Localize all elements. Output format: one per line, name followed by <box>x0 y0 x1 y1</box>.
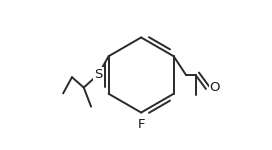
Text: S: S <box>94 68 103 81</box>
Text: O: O <box>210 81 220 94</box>
Text: F: F <box>137 118 145 131</box>
